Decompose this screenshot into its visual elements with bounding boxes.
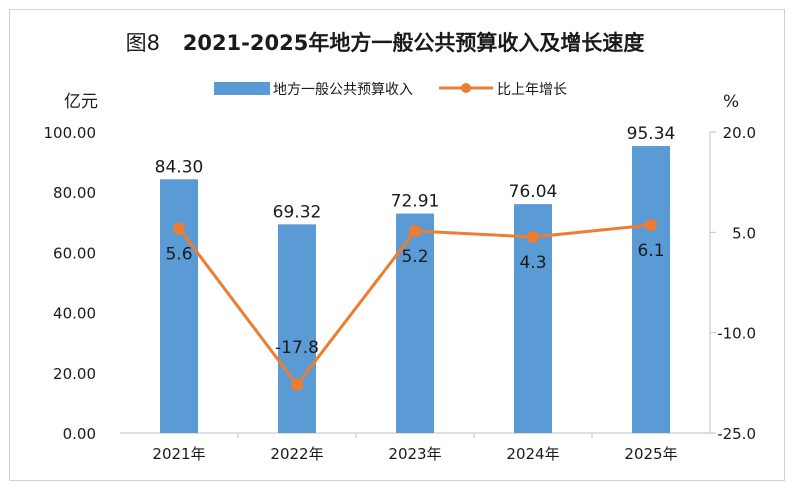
growth-point <box>173 222 185 235</box>
left-axis-tick-label: 80.00 <box>53 184 96 202</box>
bar-value-label: 76.04 <box>509 182 558 202</box>
right-axis-tick-label: -25.0 <box>717 425 756 443</box>
left-axis-tick-label: 20.00 <box>53 365 96 383</box>
x-axis-tick-label: 2022年 <box>270 445 323 463</box>
legend-line-marker <box>461 83 471 93</box>
chart-frame: 图8 2021-2025年地方一般公共预算收入及增长速度 地方一般公共预算收入 … <box>9 9 785 481</box>
chart-title-main: 2021-2025年地方一般公共预算收入及增长速度 <box>183 31 645 55</box>
x-axis: 2021年 2022年 2023年 2024年 2025年 <box>152 433 678 463</box>
legend: 地方一般公共预算收入 比上年增长 <box>214 82 567 98</box>
bar <box>396 213 434 433</box>
x-axis-tick-label: 2025年 <box>624 445 677 463</box>
bar <box>160 179 198 433</box>
growth-value-label: 5.6 <box>165 244 192 264</box>
bar <box>278 224 316 433</box>
right-axis-tick-label: 5.0 <box>732 224 756 242</box>
growth-point <box>409 224 421 237</box>
chart-title-prefix: 图8 <box>126 31 160 55</box>
chart-svg: 图8 2021-2025年地方一般公共预算收入及增长速度 地方一般公共预算收入 … <box>44 31 757 463</box>
left-axis-tick-label: 40.00 <box>53 305 96 323</box>
x-axis-tick-label: 2024年 <box>506 445 559 463</box>
legend-bar-label: 地方一般公共预算收入 <box>273 82 413 98</box>
right-axis-unit: % <box>723 92 739 112</box>
plot-area: 84.30 69.32 72.91 76.04 95.34 5.6 -17.8 5.2 4.3 6… <box>120 124 711 434</box>
x-axis-tick-label: 2021年 <box>152 445 205 463</box>
chart-title: 图8 2021-2025年地方一般公共预算收入及增长速度 <box>126 31 645 55</box>
legend-bar-swatch <box>214 82 270 95</box>
growth-value-label: -17.8 <box>275 338 319 358</box>
growth-point <box>645 218 657 231</box>
left-axis-tick-label: 60.00 <box>53 244 96 262</box>
bar-value-label: 84.30 <box>155 157 204 177</box>
growth-point <box>527 231 539 244</box>
growth-value-label: 5.2 <box>401 247 428 267</box>
left-axis-tick-label: 100.00 <box>44 124 97 142</box>
bar <box>632 146 670 433</box>
right-axis-tick-label: 20.0 <box>723 124 756 142</box>
bar-value-label: 72.91 <box>391 192 440 212</box>
growth-value-label: 4.3 <box>519 253 546 273</box>
left-axis: 0.00 20.00 40.00 60.00 80.00 100.00 <box>44 124 97 443</box>
x-axis-tick-label: 2023年 <box>388 445 441 463</box>
right-axis: -25.0 -10.0 5.0 20.0 <box>710 124 756 443</box>
legend-line-label: 比上年增长 <box>497 82 567 98</box>
right-axis-tick-label: -10.0 <box>717 325 756 343</box>
bar-value-label: 69.32 <box>273 202 322 222</box>
growth-value-label: 6.1 <box>637 241 664 261</box>
left-axis-tick-label: 0.00 <box>63 425 96 443</box>
growth-point <box>291 378 303 391</box>
bar-value-label: 95.34 <box>627 124 676 144</box>
left-axis-unit: 亿元 <box>64 92 98 112</box>
